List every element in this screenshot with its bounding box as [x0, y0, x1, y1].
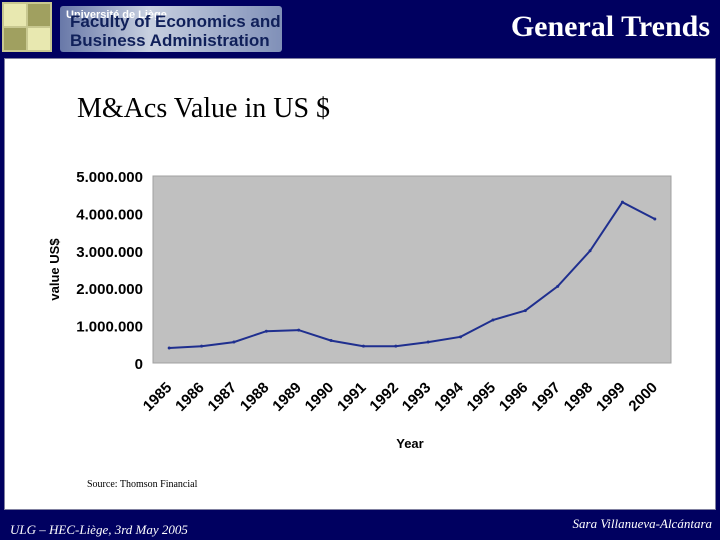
data-point [556, 284, 560, 288]
x-axis-label: Year [396, 436, 423, 451]
slide-content: M&Acs Value in US $ 0 1.000.000 2.000.000 3… [4, 58, 716, 510]
x-tick-label: 1995 [464, 379, 500, 415]
slide-header: Université de Liège Faculty of Economics… [0, 0, 720, 56]
x-tick-label: 1998 [561, 379, 597, 415]
logo-tile [28, 28, 50, 50]
x-tick-label: 1986 [172, 379, 208, 415]
y-tick-label: 4.000.000 [76, 206, 143, 223]
data-point [588, 249, 592, 253]
faculty-banner: Université de Liège Faculty of Economics… [60, 6, 282, 52]
footer-event: ULG – HEC-Liège, 3rd May 2005 [10, 522, 188, 537]
data-point [394, 344, 398, 348]
data-point [361, 344, 365, 348]
y-tick-label: 5.000.000 [76, 169, 143, 186]
x-tick-label: 1992 [366, 379, 402, 415]
data-point [329, 339, 333, 343]
source-note: Source: Thomson Financial [87, 479, 198, 490]
data-point [459, 335, 463, 339]
data-points [167, 200, 657, 350]
x-tick-label: 1993 [399, 379, 435, 415]
series-line [169, 200, 656, 349]
x-tick-label: 1990 [302, 379, 338, 415]
x-tick-label: 1996 [496, 379, 532, 415]
data-point [232, 340, 236, 344]
data-point [426, 340, 430, 344]
data-point [200, 344, 204, 348]
footer-author: Sara Villanueva-Alcántara [572, 516, 712, 531]
y-axis-ticks: 0 1.000.000 2.000.000 3.000.000 4.000.000 5.0… [76, 169, 143, 373]
line-chart: 0 1.000.000 2.000.000 3.000.000 4.000.000 5.0… [47, 169, 672, 451]
data-point [297, 328, 301, 332]
y-tick-label: 0 [135, 356, 143, 373]
data-point [264, 329, 268, 333]
faculty-name-line2: Business Administration [70, 31, 270, 50]
logo-tile [4, 28, 26, 50]
y-tick-label: 1.000.000 [76, 319, 143, 336]
slide-title: M&Acs Value in US $ [77, 93, 331, 124]
data-point [653, 217, 657, 221]
x-tick-label: 1997 [528, 379, 564, 415]
university-name: Université de Liège [66, 9, 167, 21]
data-point [167, 346, 171, 350]
x-tick-label: 1994 [431, 379, 467, 415]
data-point [620, 200, 624, 204]
x-axis-ticks: 1985198619871988198919901991199219931994… [140, 379, 661, 415]
logo-tile [4, 4, 26, 26]
logo-tile [28, 4, 50, 26]
x-tick-label: 2000 [625, 379, 661, 415]
y-tick-label: 2.000.000 [76, 281, 143, 298]
plot-area [152, 175, 672, 364]
header-title: General Trends [510, 10, 710, 43]
y-axis-label: value US$ [47, 238, 62, 301]
x-tick-label: 1988 [237, 379, 273, 415]
x-tick-label: 1987 [205, 379, 241, 415]
x-tick-label: 1991 [334, 379, 370, 415]
y-tick-label: 3.000.000 [76, 244, 143, 261]
ulg-logo [2, 2, 52, 52]
faculty-name-line1: Faculty of Economics and [70, 12, 281, 31]
data-point [523, 309, 527, 313]
x-tick-label: 1985 [140, 379, 176, 415]
x-tick-label: 1989 [269, 379, 305, 415]
x-tick-label: 1999 [593, 379, 629, 415]
data-point [491, 318, 495, 322]
